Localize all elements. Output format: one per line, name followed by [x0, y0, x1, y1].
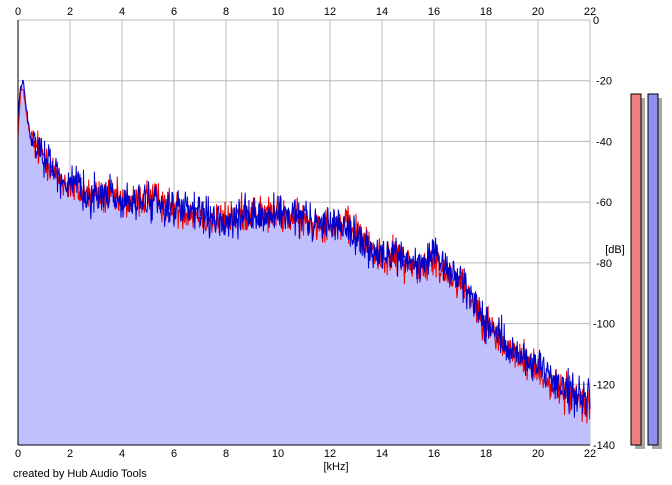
x-tick-label-bottom: 18 — [480, 448, 492, 460]
y-tick-label: -80 — [596, 258, 612, 270]
x-tick-label-top: 20 — [532, 6, 544, 18]
x-tick-label-top: 4 — [119, 6, 125, 18]
x-tick-label-top: 2 — [67, 6, 73, 18]
credit-text: created by Hub Audio Tools — [13, 468, 147, 480]
x-tick-label-bottom: 14 — [376, 448, 388, 460]
series-line-blue — [17, 79, 591, 418]
x-tick-label-bottom: 4 — [119, 448, 125, 460]
x-tick-label-bottom: 6 — [171, 448, 177, 460]
plot-frame — [17, 20, 590, 446]
x-tick-label-bottom: 2 — [67, 448, 73, 460]
meter-right-bar — [647, 93, 659, 446]
x-tick-label-top: 16 — [428, 6, 440, 18]
x-tick-label-top: 10 — [272, 6, 284, 18]
x-tick-label-bottom: 10 — [272, 448, 284, 460]
x-tick-label-top: 12 — [324, 6, 336, 18]
x-tick-label-top: 14 — [376, 6, 388, 18]
x-axis-label: [kHz] — [323, 461, 348, 473]
x-tick-label-top: 6 — [171, 6, 177, 18]
x-tick-label-bottom: 12 — [324, 448, 336, 460]
x-tick-label-bottom: 22 — [584, 448, 596, 460]
y-axis-ticks: 0 -20 -40 -60 -80 -100 -120 -140 — [593, 15, 615, 452]
spectrum-fill-area — [18, 80, 590, 446]
x-tick-label-bottom: 20 — [532, 448, 544, 460]
level-meters — [630, 93, 662, 449]
x-tick-label-bottom: 8 — [223, 448, 229, 460]
meter-left-bar — [630, 93, 642, 446]
y-tick-label: -40 — [596, 136, 612, 148]
y-tick-label: 0 — [593, 15, 599, 27]
y-tick-label: -100 — [593, 319, 615, 331]
y-tick-label: -140 — [593, 440, 615, 452]
x-tick-label-top: 8 — [223, 6, 229, 18]
y-axis-label: [dB] — [605, 244, 625, 256]
y-tick-label: -60 — [596, 197, 612, 209]
spectrum-fill — [18, 80, 590, 446]
x-tick-label-top: 0 — [15, 6, 21, 18]
y-tick-label: -20 — [596, 76, 612, 88]
x-tick-label-top: 18 — [480, 6, 492, 18]
spectrum-series — [17, 79, 591, 424]
y-tick-label: -120 — [593, 379, 615, 391]
x-tick-label-bottom: 16 — [428, 448, 440, 460]
x-tick-label-bottom: 0 — [15, 448, 21, 460]
x-tick-label-top: 22 — [584, 6, 596, 18]
